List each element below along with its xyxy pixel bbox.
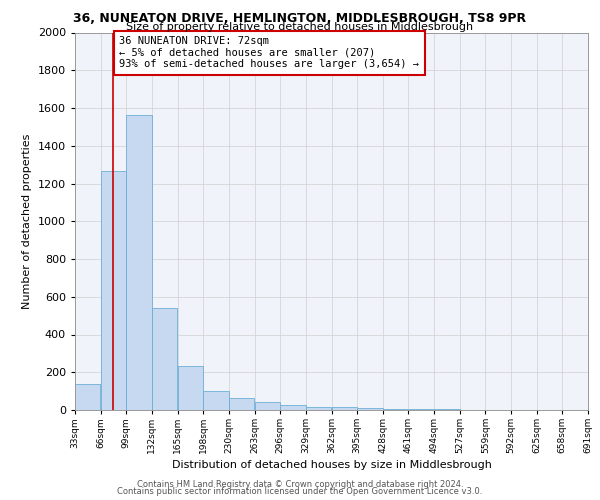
Bar xyxy=(409,409,434,410)
Bar xyxy=(75,384,100,410)
Bar xyxy=(178,366,203,410)
Bar xyxy=(101,171,126,410)
Bar xyxy=(306,406,331,410)
Text: Size of property relative to detached houses in Middlesbrough: Size of property relative to detached ho… xyxy=(127,22,473,32)
Bar xyxy=(280,406,305,410)
Bar xyxy=(152,308,178,410)
Bar xyxy=(229,398,254,410)
Bar xyxy=(255,402,280,410)
Bar xyxy=(358,408,383,410)
Bar xyxy=(127,114,152,410)
Bar xyxy=(332,408,357,410)
Text: Contains public sector information licensed under the Open Government Licence v3: Contains public sector information licen… xyxy=(118,487,482,496)
Text: 36 NUNEATON DRIVE: 72sqm
← 5% of detached houses are smaller (207)
93% of semi-d: 36 NUNEATON DRIVE: 72sqm ← 5% of detache… xyxy=(119,36,419,70)
Bar xyxy=(203,391,229,410)
X-axis label: Distribution of detached houses by size in Middlesbrough: Distribution of detached houses by size … xyxy=(172,460,491,470)
Y-axis label: Number of detached properties: Number of detached properties xyxy=(22,134,32,309)
Text: 36, NUNEATON DRIVE, HEMLINGTON, MIDDLESBROUGH, TS8 9PR: 36, NUNEATON DRIVE, HEMLINGTON, MIDDLESB… xyxy=(73,12,527,26)
Bar xyxy=(383,408,408,410)
Text: Contains HM Land Registry data © Crown copyright and database right 2024.: Contains HM Land Registry data © Crown c… xyxy=(137,480,463,489)
